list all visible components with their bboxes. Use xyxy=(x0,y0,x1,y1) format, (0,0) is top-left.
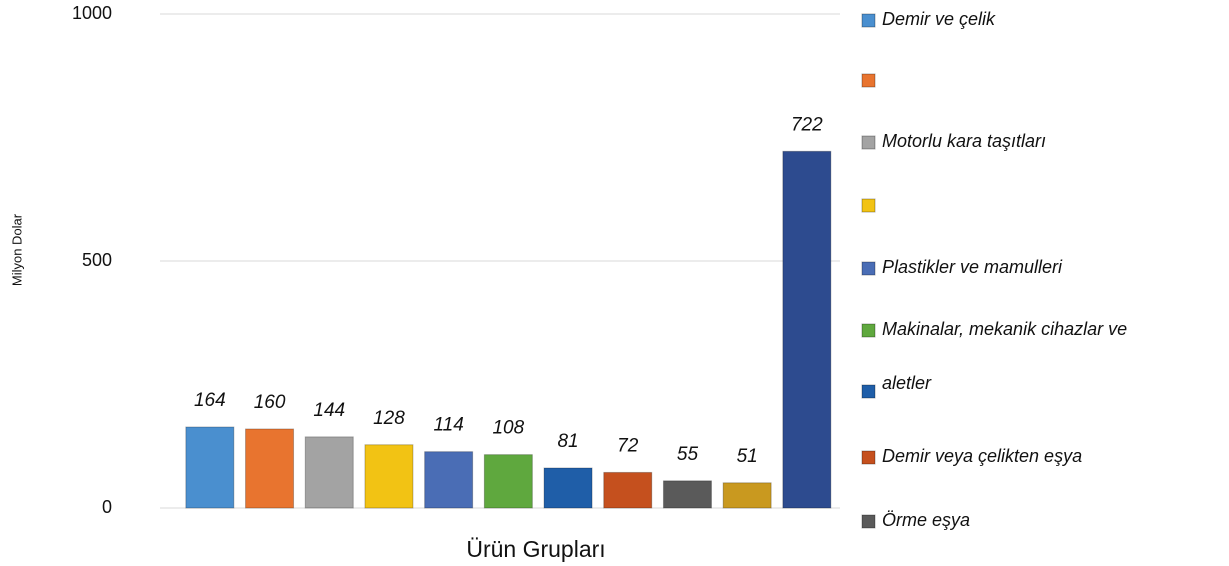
legend-label: Plastikler ve mamulleri xyxy=(882,257,1063,277)
legend-label: Demir ve çelik xyxy=(882,9,996,29)
bar xyxy=(364,444,414,509)
bar xyxy=(185,426,235,509)
value-label: 144 xyxy=(313,400,345,421)
bar xyxy=(543,467,593,509)
value-label: 160 xyxy=(254,392,286,413)
bar xyxy=(245,428,295,509)
x-axis-title: Ürün Grupları xyxy=(466,536,605,562)
bar xyxy=(483,454,533,509)
bar xyxy=(304,436,354,509)
legend-swatch xyxy=(861,198,876,213)
y-tick-label: 500 xyxy=(82,250,112,270)
legend-swatch xyxy=(861,73,876,88)
legend-swatch xyxy=(861,514,876,529)
bar xyxy=(603,471,653,509)
value-label: 128 xyxy=(373,408,405,429)
legend-label: aletler xyxy=(882,373,932,393)
bar xyxy=(424,451,474,509)
y-axis-title: Milyon Dolar xyxy=(9,213,24,286)
legend-swatch xyxy=(861,450,876,465)
legend-label: Örme eşya xyxy=(882,510,970,530)
legend-swatch xyxy=(861,384,876,399)
bar xyxy=(722,482,772,509)
legend-swatch xyxy=(861,261,876,276)
value-label: 164 xyxy=(194,390,226,411)
legend-label: Makinalar, mekanik cihazlar ve xyxy=(882,319,1127,339)
value-label: 108 xyxy=(492,418,524,439)
bar xyxy=(782,150,832,509)
value-label: 51 xyxy=(737,446,758,467)
legend-label: Motorlu kara taşıtları xyxy=(882,131,1046,151)
value-label: 114 xyxy=(434,415,464,436)
y-tick-label: 0 xyxy=(102,497,112,517)
legend-swatch xyxy=(861,135,876,150)
value-label: 55 xyxy=(677,444,699,465)
value-label: 81 xyxy=(557,431,578,452)
bar xyxy=(662,480,712,509)
legend-label: Demir veya çelikten eşya xyxy=(882,446,1082,466)
legend-swatch xyxy=(861,323,876,338)
value-label: 722 xyxy=(791,114,823,135)
y-tick-label: 1000 xyxy=(72,3,112,23)
value-label: 72 xyxy=(617,435,639,456)
legend-swatch xyxy=(861,13,876,28)
